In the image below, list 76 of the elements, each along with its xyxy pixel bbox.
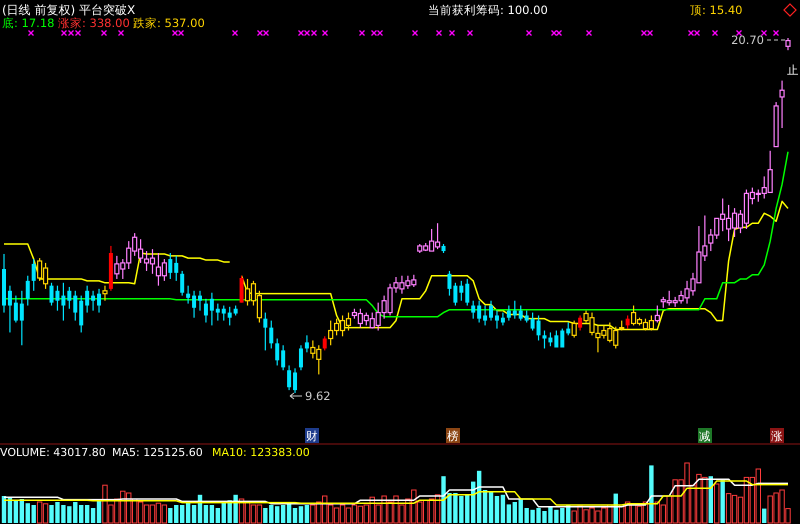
text: 顶: 15.40	[690, 3, 742, 17]
text: MA10: 123383.00	[212, 446, 310, 459]
text: MA5: 125125.60	[112, 446, 203, 459]
candlestick	[506, 304, 511, 322]
bar	[49, 505, 54, 523]
candlestick	[67, 286, 72, 310]
candlestick	[489, 300, 494, 322]
candlestick	[50, 282, 54, 306]
text: 涨	[771, 429, 783, 443]
candlestick	[32, 258, 36, 292]
candlestick	[619, 320, 624, 332]
candlestick	[198, 290, 202, 312]
text: 榜	[447, 429, 459, 443]
candlestick	[459, 280, 464, 302]
candlestick	[85, 285, 90, 314]
candlestick	[322, 336, 327, 351]
text: 当前获利筹码: 100.00	[428, 3, 548, 17]
candlestick	[779, 80, 785, 129]
candlestick	[26, 275, 30, 306]
candlestick	[20, 290, 24, 346]
annotation: 9.62	[305, 389, 331, 403]
text: 减	[699, 429, 711, 443]
annotation: 20.70	[731, 33, 764, 47]
candlestick	[494, 310, 499, 330]
candlestick	[186, 285, 190, 304]
candlestick	[483, 304, 488, 326]
candlestick	[785, 37, 791, 51]
candlestick	[55, 285, 60, 312]
candlestick	[14, 295, 18, 324]
candlestick	[554, 330, 558, 348]
bar	[714, 484, 720, 524]
candlestick	[269, 320, 274, 350]
candlestick	[542, 330, 546, 350]
bar	[708, 476, 713, 523]
candlestick	[477, 300, 482, 324]
annotation: 止	[787, 63, 799, 77]
candlestick	[465, 278, 470, 306]
candlestick	[263, 312, 268, 351]
chart-title: (日线 前复权) 平台突破X	[2, 3, 136, 17]
candlestick	[102, 285, 108, 302]
candlestick	[626, 314, 630, 330]
candlestick	[536, 314, 541, 342]
bar	[720, 480, 725, 523]
text: 底: 17.18	[2, 16, 54, 30]
candlestick	[453, 282, 458, 306]
candlestick	[216, 303, 220, 322]
candlestick	[572, 320, 577, 338]
candlestick	[275, 338, 280, 366]
candlestick	[471, 300, 476, 320]
candlestick	[447, 270, 452, 296]
text: 涨家: 338.00	[58, 16, 130, 30]
candlestick	[524, 310, 529, 324]
text: VOLUME: 43017.80	[0, 446, 106, 459]
candlestick	[204, 298, 208, 324]
text: 财	[306, 429, 318, 443]
candlestick	[548, 332, 552, 347]
candlestick	[8, 285, 12, 334]
candlestick	[304, 334, 309, 353]
text: 跌家: 537.00	[133, 16, 205, 30]
candlestick	[281, 344, 286, 371]
candlestick	[287, 364, 292, 391]
candlestick	[192, 290, 196, 318]
bar	[649, 465, 654, 523]
bar	[762, 508, 766, 523]
candlestick	[234, 304, 238, 316]
candlestick	[530, 312, 535, 332]
candlestick	[180, 270, 184, 296]
candlestick	[210, 292, 214, 326]
candlestick	[298, 344, 303, 371]
candlestick	[97, 288, 102, 314]
candlestick	[578, 314, 582, 332]
bar	[614, 494, 618, 523]
candlestick	[500, 312, 505, 326]
candlestick	[61, 282, 66, 322]
candlestick	[91, 290, 96, 312]
candlestick	[293, 368, 298, 394]
